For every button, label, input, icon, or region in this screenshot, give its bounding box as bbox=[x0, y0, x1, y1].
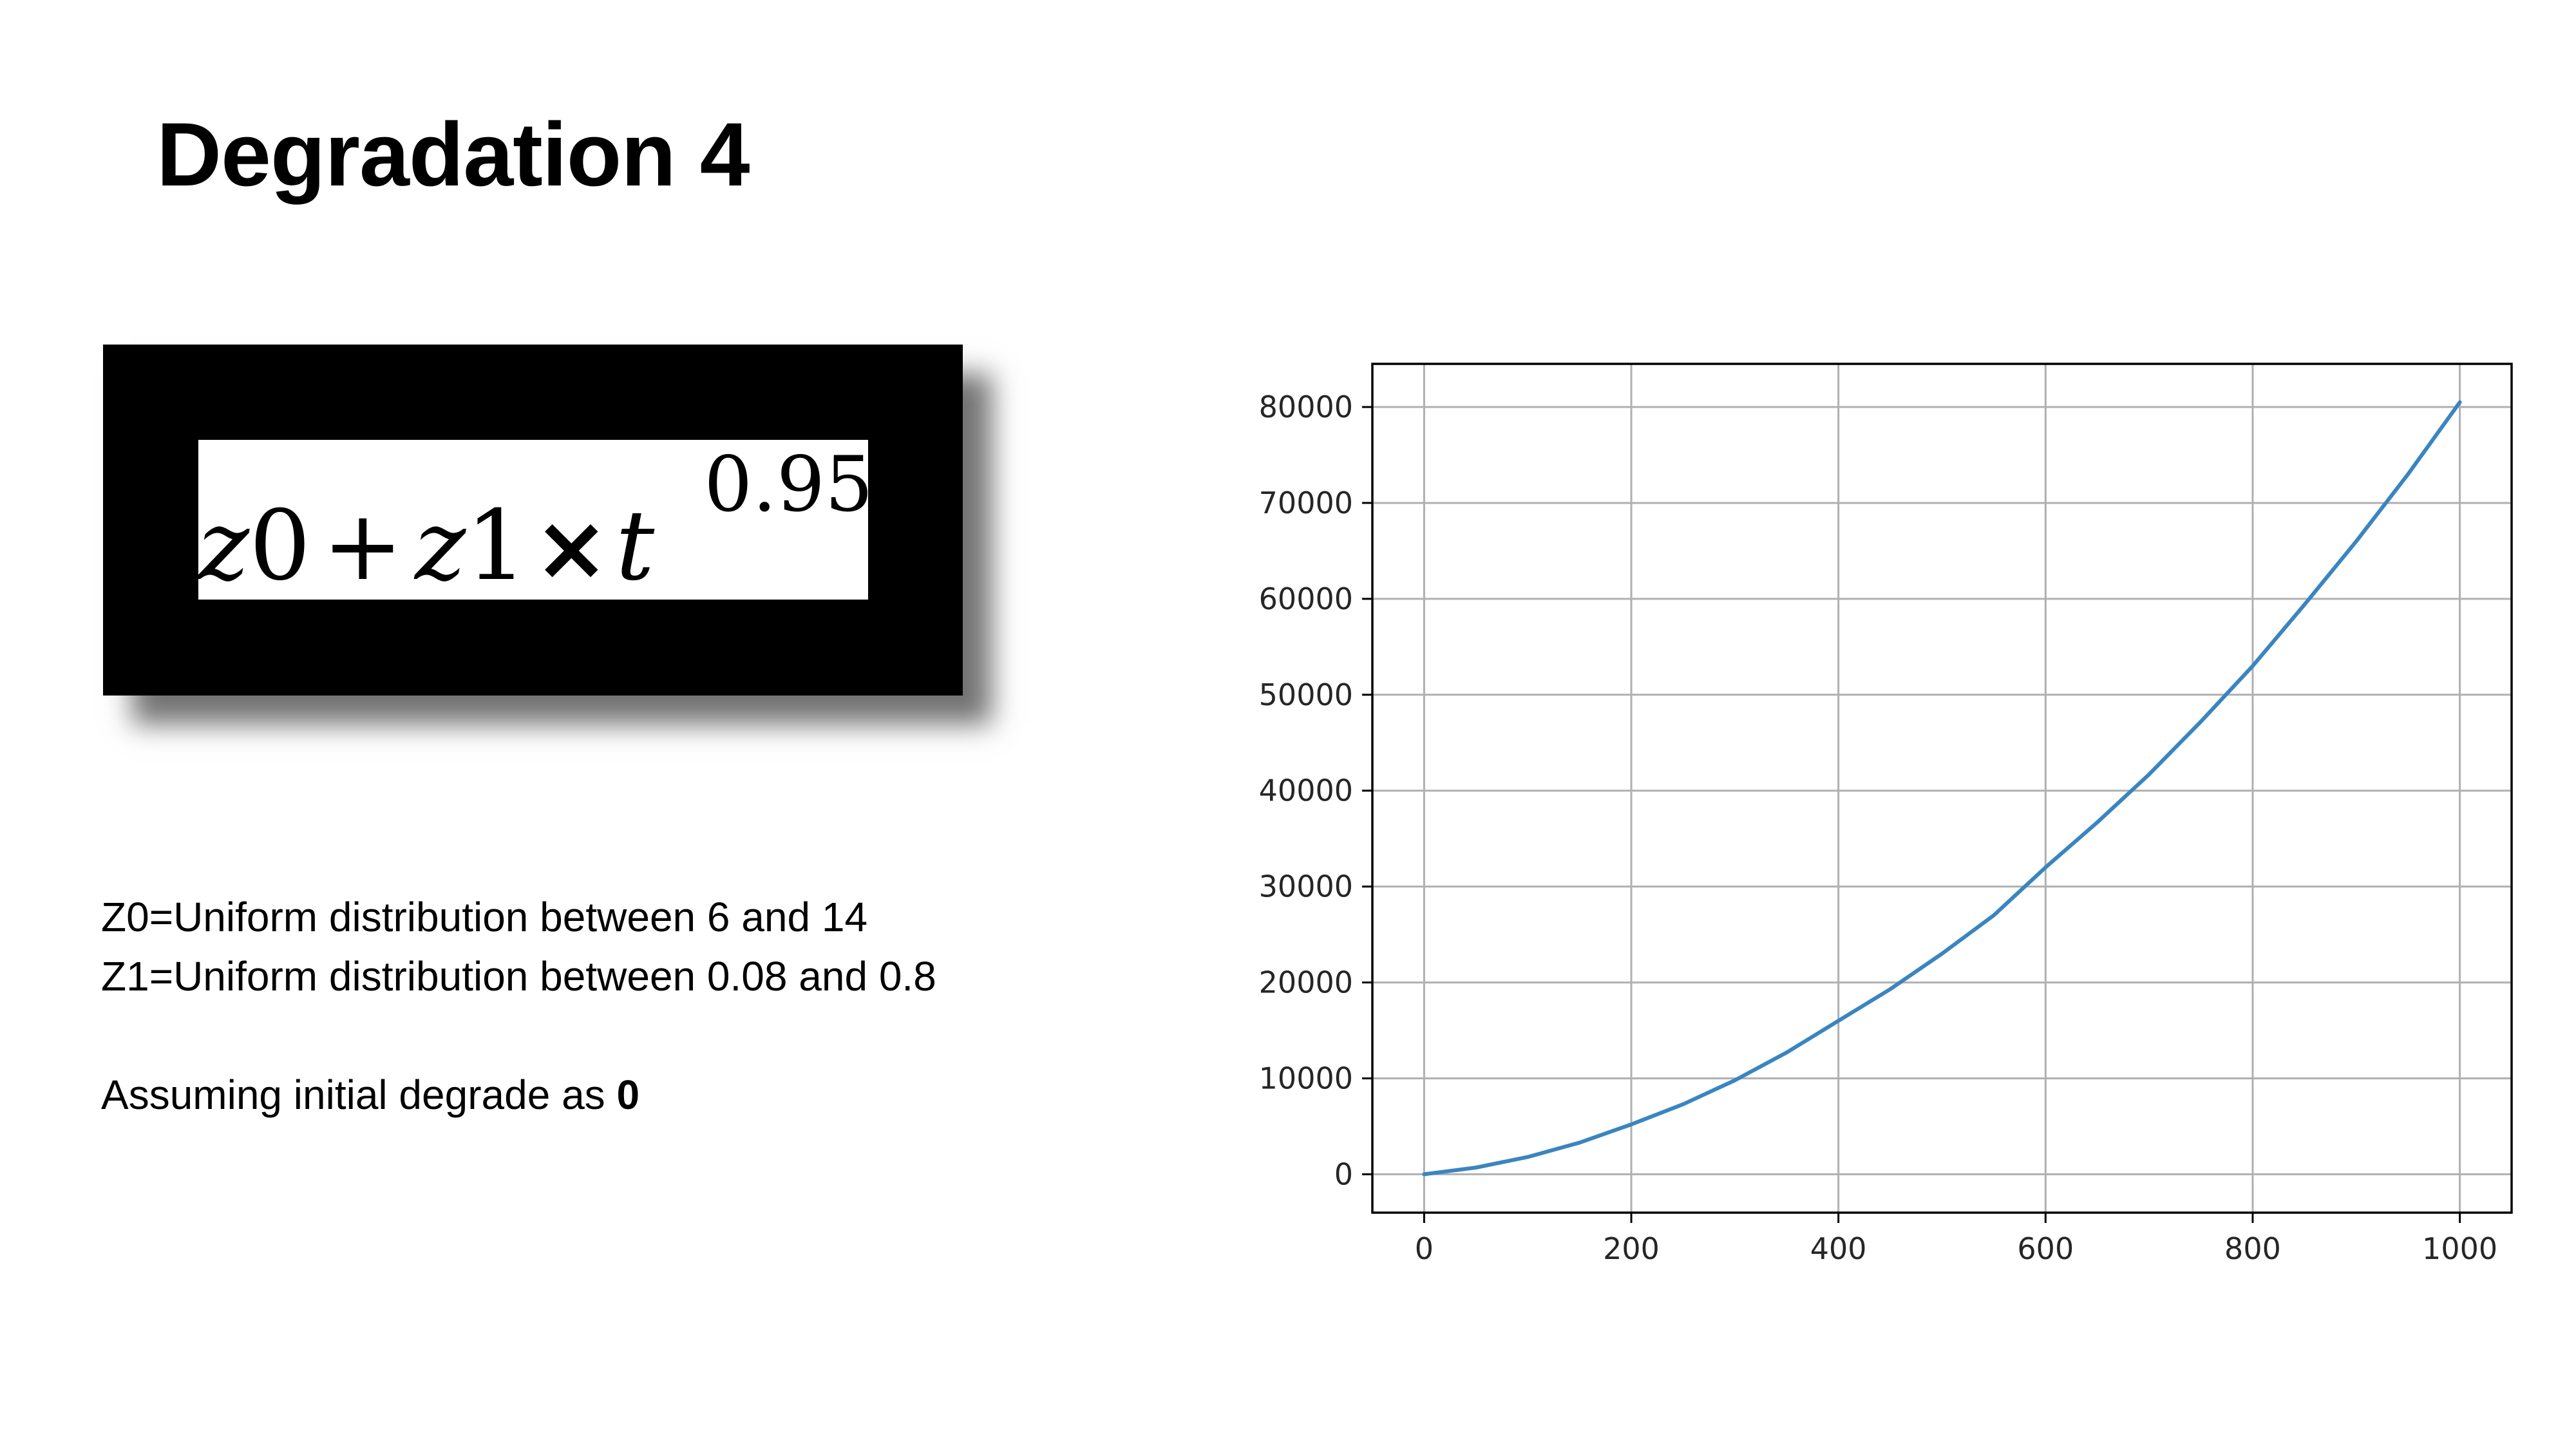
chart-svg: 0 200 400 600 800 100001000020000300004000050… bbox=[1259, 363, 2513, 1266]
degradation-chart: 0 200 400 600 800 1000 0 10000 20000 30000 40000 50… bbox=[1191, 335, 2524, 1288]
series-line bbox=[1422, 400, 2462, 1177]
formula-times-operator: × bbox=[533, 496, 609, 600]
x-tick-label: 200 bbox=[1603, 1231, 1660, 1266]
y-tick-label: 30000 bbox=[1259, 869, 1353, 904]
formula-expression: z0 + z1×t bbox=[198, 498, 654, 594]
y-tick-label: 40000 bbox=[1259, 773, 1353, 808]
formula-box: z0 + z1×t 0.95 bbox=[198, 440, 868, 600]
y-tick-label: 20000 bbox=[1259, 965, 1353, 1000]
formula-plus-operator: + bbox=[322, 490, 404, 600]
z0-description: Z0=Uniform distribution between 6 and 14 bbox=[101, 894, 868, 940]
formula-z1-subscript: 1 bbox=[466, 490, 527, 600]
formula-frame: z0 + z1×t 0.95 bbox=[103, 345, 963, 696]
plot-frame bbox=[1371, 363, 2513, 1214]
initial-degrade-value: 0 bbox=[616, 1072, 640, 1118]
z1-description: Z1=Uniform distribution between 0.08 and… bbox=[101, 953, 936, 999]
y-tick-label: 80000 bbox=[1259, 390, 1353, 424]
x-tick-label: 800 bbox=[2224, 1231, 2281, 1266]
formula-z0-variable: z bbox=[198, 490, 250, 600]
x-tick-label: 0 bbox=[1415, 1231, 1434, 1266]
slide-title: Degradation 4 bbox=[156, 104, 750, 205]
formula-z1-variable: z bbox=[415, 490, 466, 600]
y-tick-label: 50000 bbox=[1259, 677, 1353, 712]
x-tick-label: 1000 bbox=[2422, 1231, 2497, 1266]
initial-degrade-label: Assuming initial degrade as bbox=[101, 1072, 617, 1118]
description-spacer bbox=[101, 1006, 936, 1065]
x-tick-label: 600 bbox=[2017, 1231, 2074, 1266]
formula-t-variable: t bbox=[615, 490, 655, 600]
y-tick-label: 70000 bbox=[1259, 486, 1353, 520]
x-tick-label: 400 bbox=[1810, 1231, 1867, 1266]
description-block: Z0=Uniform distribution between 6 and 14… bbox=[101, 887, 936, 1124]
y-tick-label: 0 bbox=[1334, 1157, 1353, 1191]
formula-z0-subscript: 0 bbox=[249, 490, 311, 600]
y-tick-label: 60000 bbox=[1259, 582, 1353, 616]
formula-exponent: 0.95 bbox=[704, 440, 868, 529]
initial-degrade-description: Assuming initial degrade as 0 bbox=[101, 1065, 936, 1124]
y-tick-label: 10000 bbox=[1259, 1061, 1353, 1096]
